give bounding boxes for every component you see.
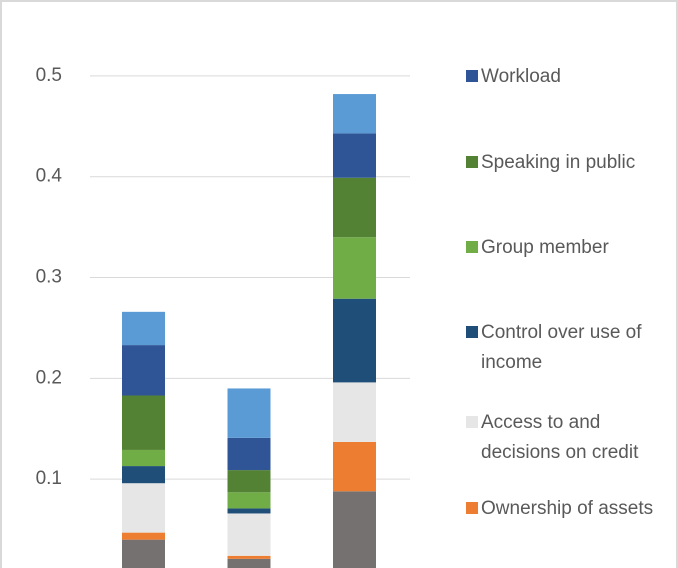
bar-segment [227,513,271,556]
legend-label: Workload [481,66,561,87]
legend-label: Speaking in public [481,152,636,173]
legend-label: Group member [481,237,609,258]
bar-segment [333,94,376,134]
bar-segment [333,177,376,238]
legend-item: Speaking in public [466,148,656,178]
bar-segment [227,437,271,471]
bar-segment [122,395,165,450]
bar-segment [122,532,165,540]
bar-segment [122,539,165,568]
legend-item: Group member [466,233,656,263]
bar-segment [122,483,165,533]
bar-segment [122,449,165,467]
bar-segment [227,555,271,559]
bar-segment [122,311,165,346]
bar-segment [227,388,271,438]
legend-item: Workload [466,62,656,92]
bar-segment [227,492,271,509]
bar-segment [333,491,376,568]
legend-label: Ownership of assets [481,498,654,519]
bar-segment [122,345,165,396]
bar-segment [333,382,376,442]
legend-item: Access to and decisions on credit [466,408,656,468]
legend-swatch [466,416,478,428]
legend-label: Control over use of income [481,322,642,373]
bar-segment [333,133,376,178]
legend-swatch [466,326,478,338]
y-tick-label: 0.1 [36,468,62,489]
y-tick-label: 0.4 [36,166,63,187]
bar-segment [227,470,271,493]
bar-segment [333,237,376,299]
legend-swatch [466,70,478,82]
legend-label: Access to and decisions on credit [481,412,639,463]
bar-segment [333,441,376,492]
bar-segment [333,298,376,383]
legend-swatch [466,502,478,514]
legend-item: Ownership of assets [466,494,656,524]
legend-swatch [466,241,478,253]
y-tick-label: 0.5 [36,65,62,86]
y-tick-label: 0.2 [36,367,62,388]
y-tick-label: 0.3 [36,267,62,288]
bar-segment [122,466,165,484]
bar-segment [227,508,271,514]
legend-item: Control over use of income [466,318,656,378]
legend-swatch [466,156,478,168]
bar-segment [227,558,271,568]
